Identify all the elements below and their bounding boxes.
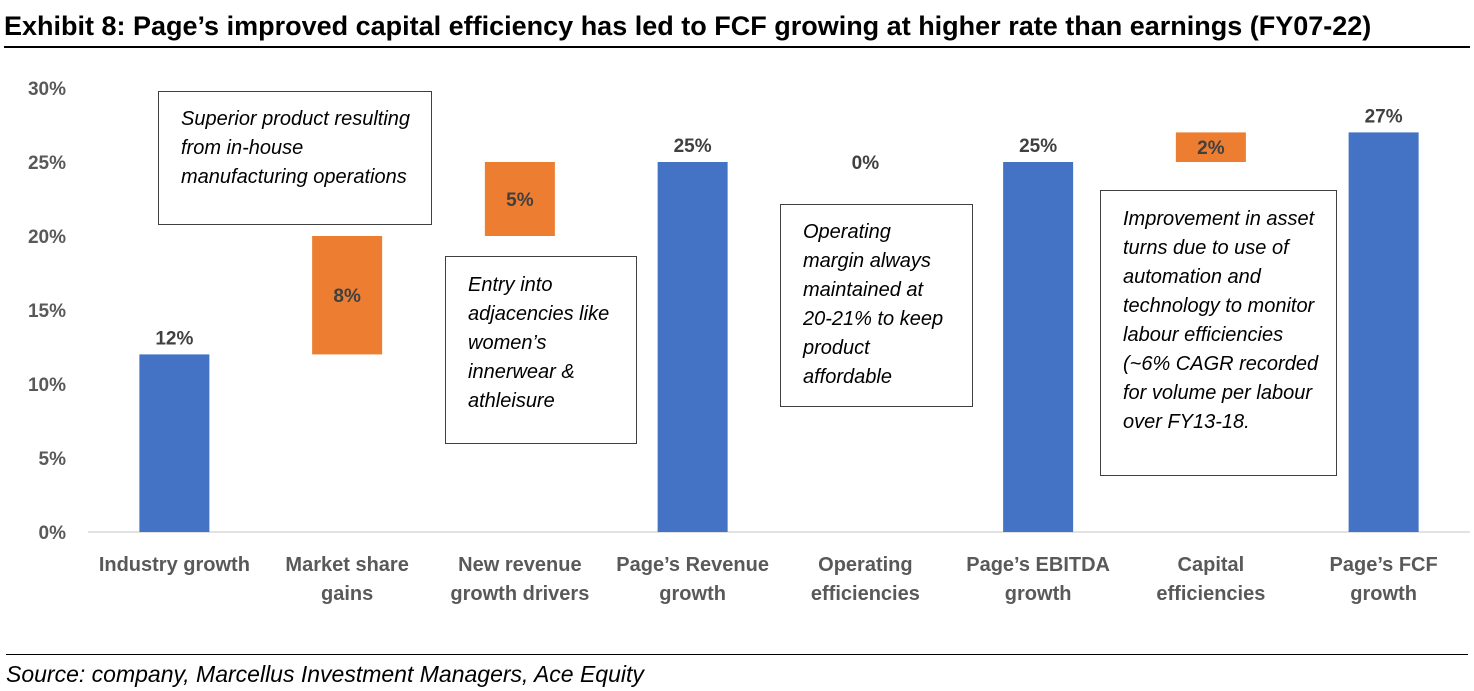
x-category-label: Page’s FCF [1330,554,1438,576]
data-labels: 12% 8% 5% 25% 0% 25% 2% 27% [155,106,1402,349]
total-bar [1348,132,1419,532]
data-label: 25% [674,136,712,157]
data-label: 5% [506,190,534,211]
x-category-label: Operating [818,554,912,576]
x-category-label: growth [1350,583,1417,605]
waterfall-chart: 0% 5% 10% 15% 20% 25% 30% 12% 8% 5% 25% 0% 25% 2% 27%… [28,79,1470,605]
x-category-label: Industry growth [99,554,250,576]
y-tick-label: 15% [28,301,66,322]
x-category-label: gains [321,583,373,605]
x-category-label: Page’s Revenue [616,554,769,576]
chart-title: Exhibit 8: Page’s improved capital effic… [4,6,1470,48]
data-label: 8% [333,286,361,307]
note-capital-efficiencies: Improvement in asset turns due to use of… [1100,190,1337,476]
data-label: 0% [852,153,880,174]
total-bar [1003,162,1074,532]
x-axis: Industry growth Market share gains New reve… [99,554,1438,605]
total-bar [657,162,728,532]
note-new-revenue: Entry into adjacencies like women’s inne… [445,256,637,444]
y-tick-label: 0% [39,523,67,544]
increment-bar [312,236,383,355]
x-category-label: efficiencies [811,583,920,605]
y-tick-label: 25% [28,153,66,174]
source-note: Source: company, Marcellus Investment Ma… [6,654,1468,688]
data-label: 25% [1019,136,1057,157]
x-category-label: growth [659,583,726,605]
x-category-label: growth drivers [450,583,589,605]
x-category-label: growth [1005,583,1072,605]
y-tick-label: 20% [28,227,66,248]
y-axis: 0% 5% 10% 15% 20% 25% 30% [28,79,66,544]
x-category-label: Market share [285,554,408,576]
x-category-label: efficiencies [1156,583,1265,605]
increment-bar [484,162,555,236]
note-market-share: Superior product resulting from in-house… [158,91,432,225]
total-bar [139,354,210,532]
data-label: 2% [1197,138,1225,159]
y-tick-label: 5% [39,449,67,470]
x-category-label: Capital [1178,554,1245,576]
note-operating-efficiencies: Operating margin always maintained at 20… [780,204,973,407]
data-label: 27% [1365,106,1403,127]
y-tick-label: 10% [28,375,66,396]
data-label: 12% [155,328,193,349]
y-tick-label: 30% [28,79,66,100]
x-category-label: Page’s EBITDA [966,554,1110,576]
x-category-label: New revenue [458,554,581,576]
increment-bar [1175,132,1246,162]
bar-series [139,132,1419,532]
